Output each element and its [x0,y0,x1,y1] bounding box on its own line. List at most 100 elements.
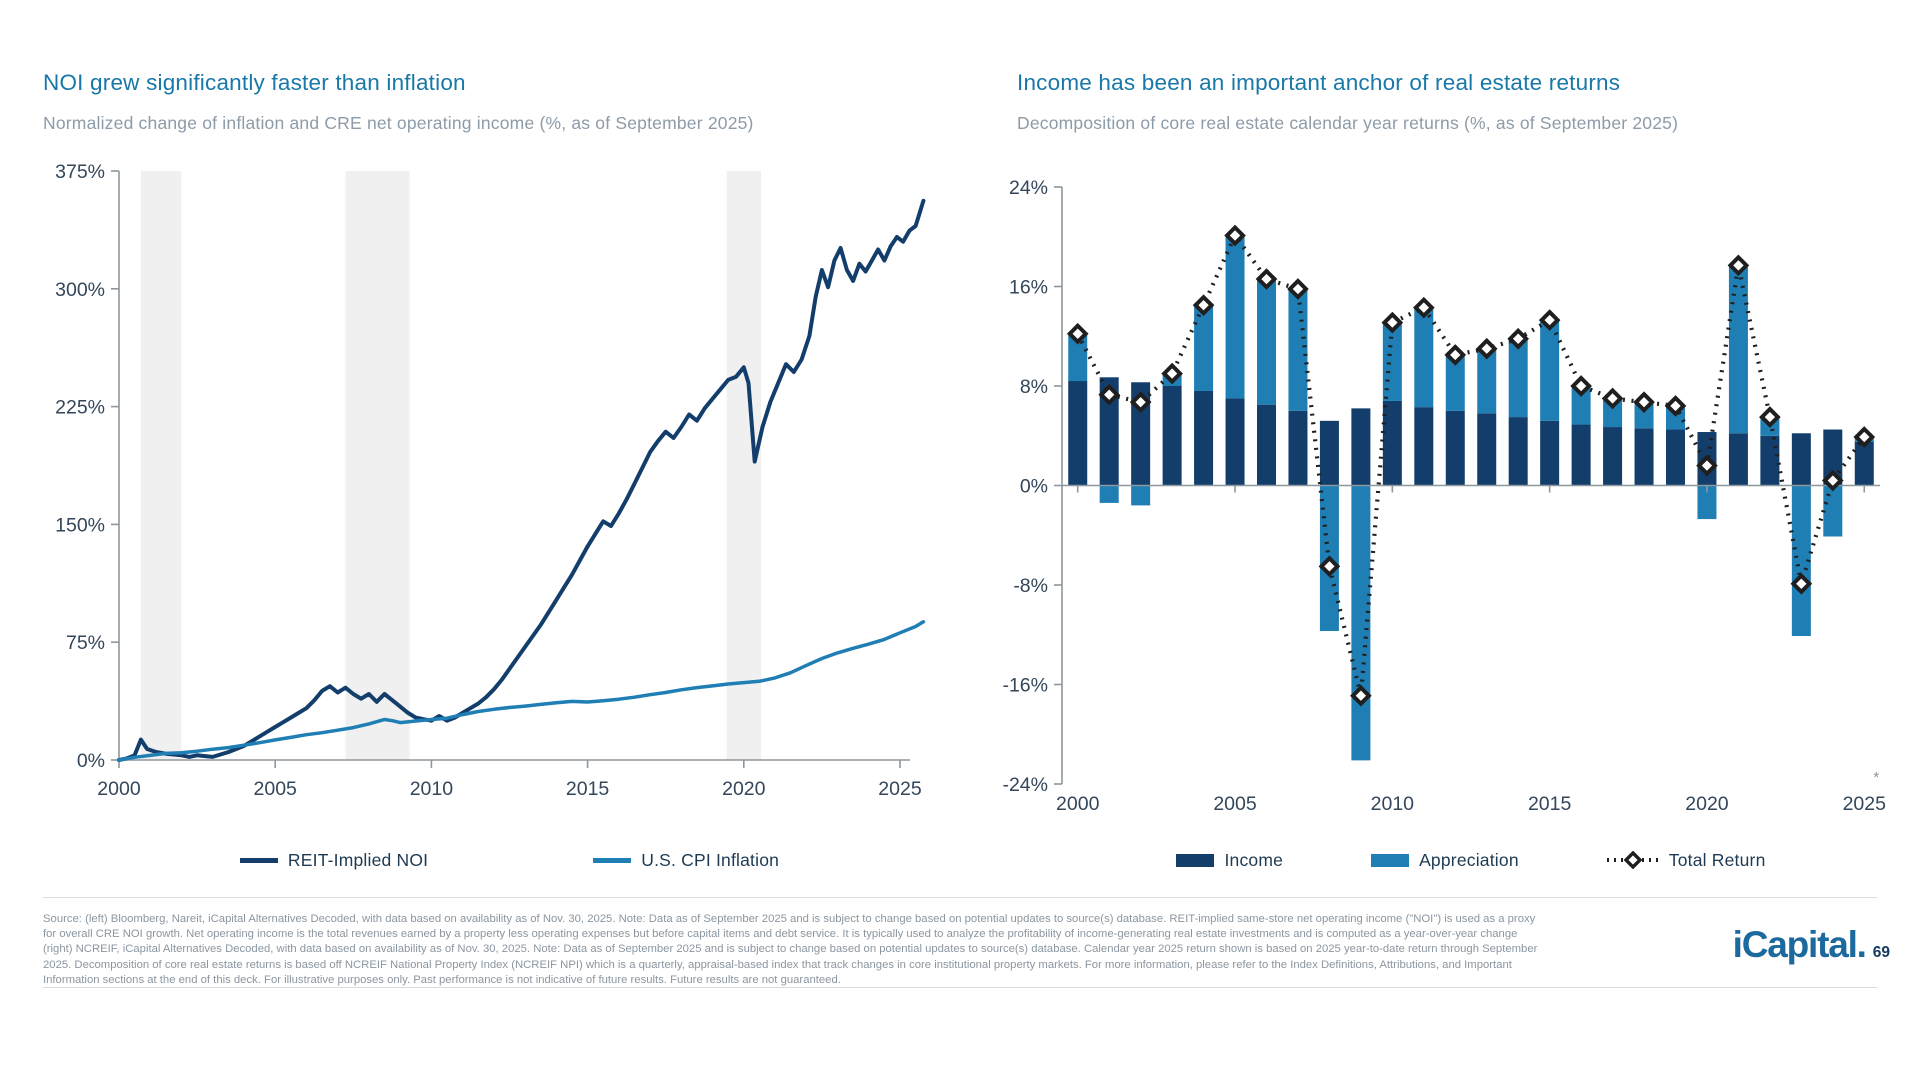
appreciation-bar [1225,235,1245,399]
y-tick-label: 375% [55,161,105,183]
left-chart-subtitle: Normalized change of inflation and CRE n… [43,113,754,133]
income-bar [1225,398,1245,486]
income-bar [1068,381,1088,486]
income-bar [1414,407,1434,486]
appreciation-bar [1634,402,1654,429]
legend-label: U.S. CPI Inflation [641,849,780,870]
total-return-marker [1192,294,1215,316]
income-bar [1791,433,1811,486]
total-return-marker [1318,555,1341,578]
icapital-logo-text: iCapital. [1732,924,1867,965]
appreciation-bar [1823,485,1843,537]
legend-item-u-s-cpi-inflation: U.S. CPI Inflation [593,850,779,871]
appreciation-bar [1603,398,1623,428]
rect-swatch-icon [1176,853,1215,867]
total-return-marker [1570,375,1592,397]
x-tick-label: 2025 [1843,793,1887,815]
total-return-marker [1475,337,1498,360]
x-tick-label: 2020 [1685,793,1729,815]
y-tick-label: -16% [1002,675,1048,697]
recession-band [345,171,410,760]
recession-band [140,171,182,760]
footer-divider-bottom [43,987,1877,988]
income-bar [1319,420,1339,486]
right-chart-title: Income has been an important anchor of r… [1017,70,1621,95]
appreciation-bar [1099,485,1119,503]
total-return-marker [1129,391,1152,413]
y-tick-label: 300% [55,279,105,301]
x-tick-label: 2020 [722,778,766,800]
total-return-marker [1098,383,1121,406]
appreciation-bar [1414,307,1434,408]
income-bar [1666,429,1685,486]
x-tick-label: 2010 [410,778,454,800]
x-tick-label: 2025 [878,778,922,800]
appreciation-bar [1791,485,1811,636]
footer-divider-top [43,897,1877,898]
noi-vs-inflation-line-chart: 375% 300% 225% 150% 75% 0% 2000 2005 2010 2015 202… [55,161,926,800]
income-bar [1257,404,1276,486]
appreciation-bar [1257,279,1276,405]
income-bar [1477,413,1497,486]
left-chart-title: NOI grew significantly faster than infla… [43,70,466,95]
income-bar [1540,420,1560,486]
y-tick-label: 150% [55,514,105,536]
income-bar [1288,410,1308,486]
x-tick-label: 2015 [1528,793,1572,815]
total-return-marker [1601,387,1624,410]
total-return-marker [1381,311,1404,334]
appreciation-bar [1194,305,1214,391]
appreciation-bar [1697,485,1717,520]
total-return-marker [1790,572,1813,595]
legend-item-income: Income [1176,850,1283,871]
income-bar [1571,424,1591,486]
x-tick-label: 2000 [97,778,141,800]
legend-item-total-return: Total Return [1606,850,1766,871]
y-tick-label: 24% [1009,177,1048,199]
line-swatch-icon [593,857,632,863]
legend-label: Appreciation [1419,849,1519,870]
total-return-marker [1444,344,1467,366]
appreciation-bar [1571,386,1591,425]
income-bar [1634,428,1654,486]
series-line-u-s-cpi-inflation [117,620,926,762]
x-axis-asterisk: * [1873,769,1879,786]
total-return-marker [1664,395,1687,417]
appreciation-bar [1508,338,1528,418]
income-bar [1728,433,1748,486]
footnote-line: (right) NCREIF, iCapital Alternatives De… [43,943,1538,956]
total-return-marker [1853,426,1876,448]
legend-item-reit-implied-noi: REIT-Implied NOI [239,849,429,871]
total-return-marker [1287,278,1309,300]
appreciation-bar [1445,354,1465,411]
total-return-marker [1696,454,1718,477]
legend-label: REIT-Implied NOI [287,849,429,870]
appreciation-bar [1728,265,1748,434]
appreciation-bar [1477,348,1497,414]
income-bar [1162,386,1182,486]
appreciation-bar [1131,485,1151,506]
total-return-marker [1412,296,1435,319]
total-return-marker [1727,254,1750,277]
legend-item-appreciation: Appreciation [1371,850,1519,871]
income-bar [1760,435,1780,486]
total-return-marker [1066,322,1089,345]
income-bar [1194,390,1214,486]
legend-diamond-icon [1623,851,1643,869]
y-tick-label: 0% [77,750,105,772]
x-tick-label: 2010 [1371,793,1415,815]
legend-label: Income [1224,849,1284,870]
appreciation-bar [1540,320,1560,421]
total-return-marker [1350,684,1372,707]
income-bar [1445,410,1465,486]
footnote-line: for overall CRE NOI growth. Net operatin… [43,928,1518,941]
income-bar [1099,377,1119,486]
footnote-line: Source: (left) Bloomberg, Nareit, iCapit… [43,913,1536,925]
y-tick-label: 16% [1009,277,1048,299]
total-return-marker [1633,391,1655,413]
x-tick-label: 2000 [1056,793,1100,815]
total-return-marker [1821,469,1844,492]
total-return-marker [1255,268,1278,290]
y-tick-label: -24% [1002,774,1048,796]
